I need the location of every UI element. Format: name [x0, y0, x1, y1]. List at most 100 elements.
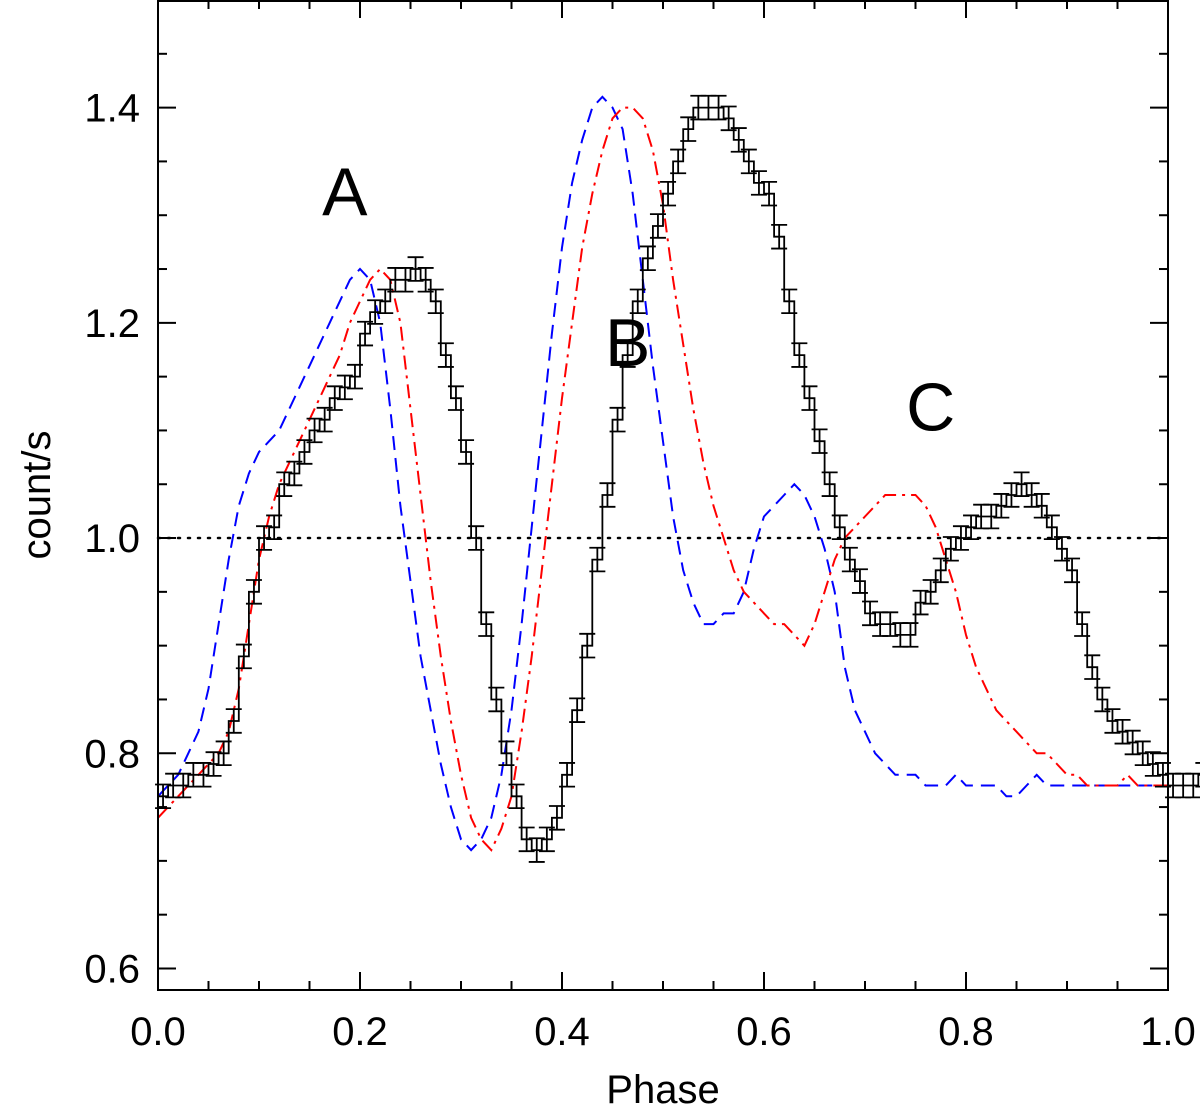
error-bar [447, 385, 464, 411]
error-bar [589, 546, 606, 573]
series-blue-dashed [157, 95, 1168, 852]
x-tick-label: 1.0 [1140, 1010, 1196, 1054]
error-bar [559, 762, 576, 788]
error-bar [1003, 482, 1020, 508]
error-bar [902, 622, 919, 648]
error-bar [316, 406, 333, 433]
error-bars [155, 94, 1200, 863]
error-bar [1023, 482, 1040, 508]
error-bar [932, 557, 949, 584]
error-bar [367, 299, 384, 325]
error-bar [841, 546, 858, 573]
error-bar [569, 697, 586, 723]
error-bar [750, 170, 767, 196]
series-red-dashdot [157, 106, 1168, 852]
x-tick-label: 0.0 [130, 1010, 186, 1054]
error-bar [851, 568, 868, 594]
y-tick-label: 1.4 [84, 87, 140, 131]
x-tick-label: 0.4 [534, 1010, 590, 1054]
y-tick-labels: 0.6 0.8 1.0 1.2 1.4 [84, 87, 140, 992]
error-bar [468, 525, 485, 551]
error-bar [1074, 611, 1091, 637]
error-bar [215, 740, 232, 766]
plot-frame [157, 0, 1169, 991]
error-bar [175, 772, 192, 799]
error-bar [478, 611, 495, 637]
x-tick-label: 0.6 [736, 1010, 792, 1054]
error-bar [225, 708, 242, 734]
error-bar [609, 406, 626, 433]
error-bar [518, 826, 535, 853]
error-bar [629, 288, 646, 315]
error-bar [771, 224, 788, 250]
error-bar [882, 611, 899, 637]
y-tick-label: 0.6 [84, 947, 140, 991]
error-bar [619, 342, 636, 368]
error-bar [296, 439, 313, 465]
error-bar [680, 116, 697, 142]
error-bar [1053, 536, 1070, 562]
y-tick-label: 0.8 [84, 732, 140, 776]
error-bar [276, 471, 293, 497]
error-bar [195, 762, 212, 788]
error-bar [791, 342, 808, 368]
error-bar [286, 460, 303, 487]
error-bar [1094, 686, 1111, 713]
error-bar [720, 105, 737, 132]
error-bar [508, 783, 525, 810]
error-bar [599, 482, 616, 508]
error-bar [761, 180, 778, 207]
error-bar [1084, 654, 1101, 680]
error-bar [579, 632, 596, 659]
error-bar [801, 385, 818, 411]
error-bar [942, 536, 959, 562]
error-bar [488, 686, 505, 713]
y-tick-label: 1.0 [84, 517, 140, 561]
peak-label-b: B [605, 305, 650, 381]
error-bar [821, 471, 838, 497]
error-bar [205, 751, 222, 777]
error-bar [1144, 751, 1161, 777]
error-bar [952, 525, 969, 551]
error-bar [710, 94, 727, 121]
error-bar [1064, 557, 1081, 584]
error-bar [1033, 493, 1050, 519]
error-bar [912, 589, 929, 616]
series-histogram [158, 106, 1200, 851]
error-bar [407, 256, 424, 282]
x-axis-title: Phase [606, 1068, 719, 1111]
error-bar [993, 493, 1010, 519]
error-bar [781, 288, 798, 315]
error-bar [1124, 729, 1141, 756]
error-bar [306, 417, 323, 444]
x-tick-labels: 0.0 0.2 0.4 0.6 0.8 1.0 [130, 1010, 1196, 1054]
error-bar [922, 579, 939, 605]
peak-label-c: C [906, 369, 955, 445]
error-bar [326, 385, 343, 411]
error-bar [1195, 762, 1200, 788]
error-bar [831, 514, 848, 541]
error-bar [336, 374, 353, 401]
error-bar [811, 428, 828, 454]
error-bar [1043, 514, 1060, 541]
error-bar [1185, 772, 1200, 799]
error-bar [528, 837, 545, 863]
peak-label-a: A [322, 154, 368, 230]
error-bar [983, 503, 1000, 530]
error-bar [963, 514, 980, 541]
error-bar [357, 320, 374, 347]
error-bar [245, 579, 262, 605]
error-bar [377, 288, 394, 315]
error-bar [498, 740, 515, 766]
error-bar [538, 826, 555, 853]
error-bar [1013, 471, 1030, 497]
error-bar [397, 267, 414, 293]
error-bar [1104, 708, 1121, 734]
error-bar [660, 180, 677, 207]
error-bar [862, 600, 879, 627]
x-tick-label: 0.2 [332, 1010, 388, 1054]
error-bar [427, 288, 444, 315]
x-tick-label: 0.8 [938, 1010, 994, 1054]
error-bar [1134, 740, 1151, 766]
